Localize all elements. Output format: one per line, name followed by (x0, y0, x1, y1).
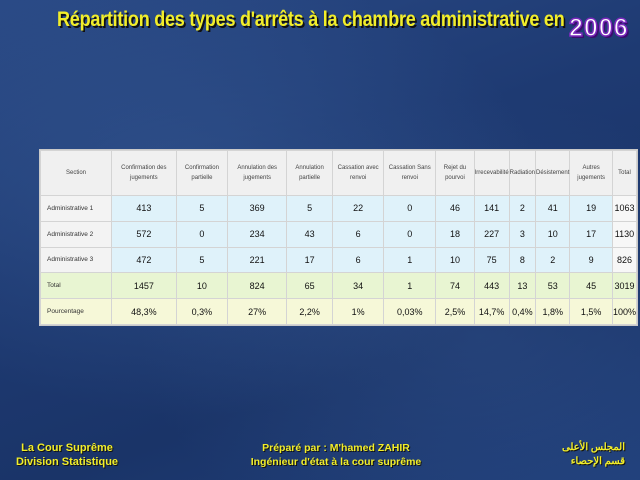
title-bar: Répartition des types d'arrêts à la cham… (0, 6, 640, 43)
table-cell: 0,4% (508, 298, 537, 325)
table-cell: 0,3% (175, 298, 229, 325)
table-cell: 5 (175, 246, 229, 274)
table-cell: 1130 (611, 220, 638, 248)
table-cell: 17 (569, 220, 613, 248)
column-header: Annulation des jugements (227, 150, 288, 196)
footer-division-name-arabic: قسم الإحصاء (570, 456, 625, 467)
table-cell: 6 (332, 246, 385, 274)
table-cell: 18 (435, 220, 475, 248)
table-cell: 572 (111, 220, 177, 248)
table-cell: 3019 (611, 272, 638, 300)
table-cell: 369 (227, 195, 288, 222)
table-cell: 824 (227, 272, 288, 300)
footer-left: La Cour Suprême Division Statistique (8, 441, 126, 469)
table-cell: 27% (227, 298, 288, 325)
footer-author-title: Ingénieur d'état à la cour suprême (250, 456, 422, 468)
table-cell: 14,7% (473, 298, 510, 325)
table-cell: 10 (535, 220, 571, 248)
row-label: Total (40, 272, 112, 300)
row-label: Pourcentage (40, 298, 112, 325)
table-cell: 413 (111, 195, 177, 222)
table-cell: 10 (435, 246, 475, 274)
table-cell: 19 (569, 195, 613, 222)
statistics-table: Section Confirmation des jugements Confirm… (40, 150, 638, 325)
table-cell: 0 (383, 195, 437, 222)
table-cell: 0 (383, 220, 437, 248)
table-cell: 1,8% (535, 298, 571, 325)
footer-right: المجلس الأعلى قسم الإحصاء (545, 441, 625, 469)
footer-center: Préparé par : M'hamed ZAHIR Ingénieur d'… (228, 441, 444, 469)
table-cell: 17 (286, 246, 334, 274)
table-cell: 48,3% (111, 298, 177, 325)
slide-title: Répartition des types d'arrêts à la cham… (57, 8, 565, 31)
table-cell: 1% (332, 298, 385, 325)
table-row: Pourcentage 48,3% 0,3% 27% 2,2% 1% 0,03% 2,5% 14… (40, 298, 638, 325)
footer-court-name-arabic: المجلس الأعلى (562, 442, 625, 453)
table-cell: 65 (286, 272, 334, 300)
footer-court-name: La Cour Suprême (21, 442, 113, 454)
table-cell: 5 (286, 195, 334, 222)
table-cell: 1 (383, 246, 437, 274)
column-header: Total (611, 150, 638, 196)
table-cell: 74 (435, 272, 475, 300)
table-cell: 2 (535, 246, 571, 274)
column-header: Annulation partielle (286, 150, 334, 196)
table-cell: 43 (286, 220, 334, 248)
table-cell: 1 (383, 272, 437, 300)
column-header: Cassation avec renvoi (332, 150, 385, 196)
table-cell: 100% (611, 298, 638, 325)
table-row: Administrative 1 413 5 369 5 22 0 46 141 2 41 19 106… (40, 195, 638, 222)
statistics-table-container: Section Confirmation des jugements Confirm… (39, 149, 638, 326)
table-cell: 2 (508, 195, 537, 222)
table-cell: 1,5% (569, 298, 613, 325)
column-header: Irrecevabilité (473, 150, 510, 196)
table-cell: 8 (508, 246, 537, 274)
slide-year: 2006 (568, 13, 629, 43)
table-cell: 2,2% (286, 298, 334, 325)
column-header: Désistement (535, 150, 571, 196)
table-row: Total 1457 10 824 65 34 1 74 443 13 53 45 3019 (40, 272, 638, 300)
table-cell: 53 (535, 272, 571, 300)
table-cell: 5 (175, 195, 229, 222)
row-label: Administrative 3 (40, 246, 112, 274)
column-header: Confirmation partielle (175, 150, 229, 196)
table-cell: 1457 (111, 272, 177, 300)
table-cell: 0 (175, 220, 229, 248)
table-cell: 34 (332, 272, 385, 300)
table-cell: 75 (473, 246, 510, 274)
table-cell: 826 (611, 246, 638, 274)
footer-division-name: Division Statistique (15, 456, 119, 468)
table-cell: 234 (227, 220, 288, 248)
row-label: Administrative 1 (40, 195, 112, 222)
table-cell: 472 (111, 246, 177, 274)
column-header: Autres jugements (569, 150, 613, 196)
table-cell: 46 (435, 195, 475, 222)
table-cell: 227 (473, 220, 510, 248)
table-cell: 443 (473, 272, 510, 300)
table-body: Administrative 1 413 5 369 5 22 0 46 141 2 41 19 106… (40, 195, 638, 325)
table-cell: 1063 (611, 195, 638, 222)
table-cell: 3 (508, 220, 537, 248)
table-row: Administrative 2 572 0 234 43 6 0 18 227 3 10 17 113… (40, 220, 638, 248)
column-header: Rejet du pourvoi (435, 150, 475, 196)
footer-author: Préparé par : M'hamed ZAHIR (262, 442, 410, 454)
row-label: Administrative 2 (40, 220, 112, 248)
table-cell: 6 (332, 220, 385, 248)
table-cell: 141 (473, 195, 510, 222)
table-header-row: Section Confirmation des jugements Confirm… (40, 150, 638, 196)
table-cell: 10 (175, 272, 229, 300)
table-cell: 45 (569, 272, 613, 300)
table-cell: 22 (332, 195, 385, 222)
column-header: Radiation (508, 150, 537, 196)
column-header: Section (40, 150, 112, 196)
table-cell: 9 (569, 246, 613, 274)
table-cell: 2,5% (435, 298, 475, 325)
table-cell: 0,03% (383, 298, 437, 325)
table-cell: 13 (508, 272, 537, 300)
column-header: Cassation Sans renvoi (383, 150, 437, 196)
column-header: Confirmation des jugements (111, 150, 177, 196)
table-cell: 221 (227, 246, 288, 274)
table-row: Administrative 3 472 5 221 17 6 1 10 75 8 2 9 826 (40, 246, 638, 274)
table-cell: 41 (535, 195, 571, 222)
